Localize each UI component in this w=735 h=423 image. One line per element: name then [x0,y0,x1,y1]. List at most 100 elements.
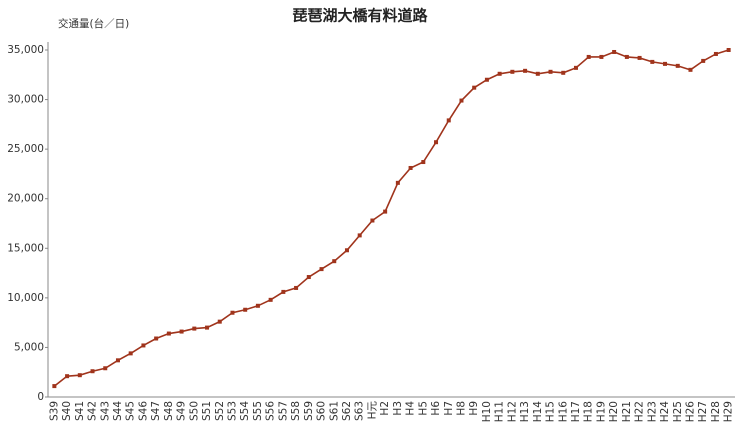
x-tick-label: S53 [226,401,238,421]
x-tick-label: S51 [201,401,213,421]
x-tick-label: S41 [74,401,86,421]
x-tick-label: S58 [290,401,302,421]
data-point [90,369,95,374]
x-tick-label: S50 [188,401,200,421]
x-tick-label: H27 [697,401,709,422]
data-point [535,71,540,76]
data-point [726,48,731,52]
data-point [497,71,502,76]
x-tick-label: H17 [570,401,582,422]
data-point [395,180,400,185]
data-point [255,303,260,308]
data-point [408,165,413,170]
x-tick-label: H20 [608,401,620,422]
x-tick-label: S63 [354,401,366,421]
x-tick-label: H15 [545,401,557,422]
data-point [688,67,693,72]
data-point [663,61,668,66]
data-point [446,118,451,123]
x-tick-label: H3 [392,401,404,416]
chart-title: 琵琶湖大橋有料道路 [292,7,428,25]
data-point [523,68,528,73]
data-point [179,329,184,334]
data-point [472,85,477,90]
data-point [586,54,591,59]
x-tick-label: H5 [417,401,429,416]
x-tick-label: H22 [634,401,646,422]
data-point [421,160,426,165]
x-tick-label: S47 [150,401,162,421]
x-tick-label: H2 [379,401,391,416]
x-tick-label: H26 [684,401,696,423]
data-point [166,331,171,336]
data-point [77,373,82,378]
x-tick-label: S61 [328,401,340,421]
x-tick-label: S60 [316,401,328,421]
x-tick-label: H10 [481,401,493,422]
y-tick-label: 0 [37,391,44,403]
y-tick-label: 5,000 [14,341,44,353]
x-tick-label: H11 [494,401,506,422]
x-tick-label: S57 [277,401,289,421]
x-tick-label: H18 [583,401,595,422]
x-tick-label: H21 [621,401,633,422]
x-tick-label: H9 [468,401,480,416]
y-tick-label: 35,000 [7,44,44,56]
x-tick-label: H元 [366,401,378,420]
data-point [344,248,349,253]
data-point [459,98,464,103]
x-tick-label: H16 [557,401,569,423]
data-point [701,58,706,63]
data-point [65,374,70,379]
data-point [357,233,362,238]
y-tick-label: 30,000 [7,94,44,106]
data-point [370,218,375,223]
data-point [624,54,629,59]
x-tick-label: S43 [99,401,111,421]
x-tick-label: S44 [112,401,124,421]
x-tick-label: H7 [443,401,455,416]
y-tick-label: 20,000 [7,193,44,205]
data-point [573,65,578,70]
data-point [128,351,133,356]
x-tick-label: S54 [239,401,251,421]
x-tick-label: H13 [519,401,531,422]
x-tick-label: S49 [176,401,188,421]
x-tick-label: H24 [659,401,671,423]
data-point [561,70,566,75]
data-point [612,49,617,54]
data-point [332,259,337,264]
x-tick-label: H29 [723,401,735,422]
x-tick-label: S40 [61,401,73,421]
data-point [675,63,680,68]
y-tick-label: 25,000 [7,143,44,155]
x-tick-label: H6 [430,401,442,416]
data-point [115,358,120,363]
data-point [306,275,311,280]
data-point [192,326,197,331]
data-point [268,297,273,302]
data-point [548,69,553,74]
x-tick-label: S39 [48,401,60,421]
data-line [53,49,729,387]
data-point [319,267,324,272]
x-tick-label: H12 [506,401,518,422]
y-tick-label: 10,000 [7,292,44,304]
data-point [650,59,655,64]
x-tick-label: H14 [532,401,544,423]
data-point [713,51,718,56]
x-tick-label: S46 [137,401,149,421]
data-point [243,307,248,312]
x-tick-label: S56 [265,401,277,421]
x-tick-label: H23 [646,401,658,422]
data-point [383,209,388,214]
x-tick-label: S55 [252,401,264,421]
data-point [484,77,489,82]
data-point [52,384,57,389]
x-tick-label: H19 [595,401,607,422]
data-point [637,55,642,60]
x-tick-label: S42 [87,401,99,421]
x-tick-label: H4 [405,401,417,416]
data-point [434,140,439,145]
